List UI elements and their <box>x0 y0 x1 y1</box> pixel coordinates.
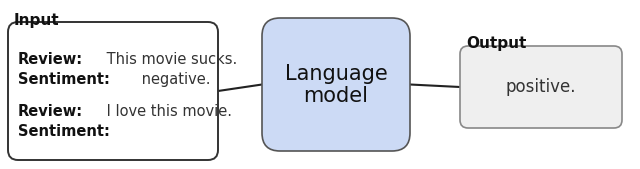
FancyBboxPatch shape <box>460 46 622 128</box>
FancyBboxPatch shape <box>262 18 410 151</box>
Text: This movie sucks.: This movie sucks. <box>102 52 237 67</box>
Text: Sentiment:: Sentiment: <box>18 124 110 139</box>
Text: I love this movie.: I love this movie. <box>102 104 232 119</box>
Text: negative.: negative. <box>136 72 210 87</box>
FancyBboxPatch shape <box>8 22 218 160</box>
Text: Language: Language <box>285 64 387 84</box>
Text: Review:: Review: <box>18 52 83 67</box>
Text: Sentiment:: Sentiment: <box>18 72 110 87</box>
Text: Review:: Review: <box>18 104 83 119</box>
Text: positive.: positive. <box>506 78 576 96</box>
Text: model: model <box>303 86 369 106</box>
Text: Input: Input <box>14 13 60 28</box>
Text: Output: Output <box>466 36 526 51</box>
